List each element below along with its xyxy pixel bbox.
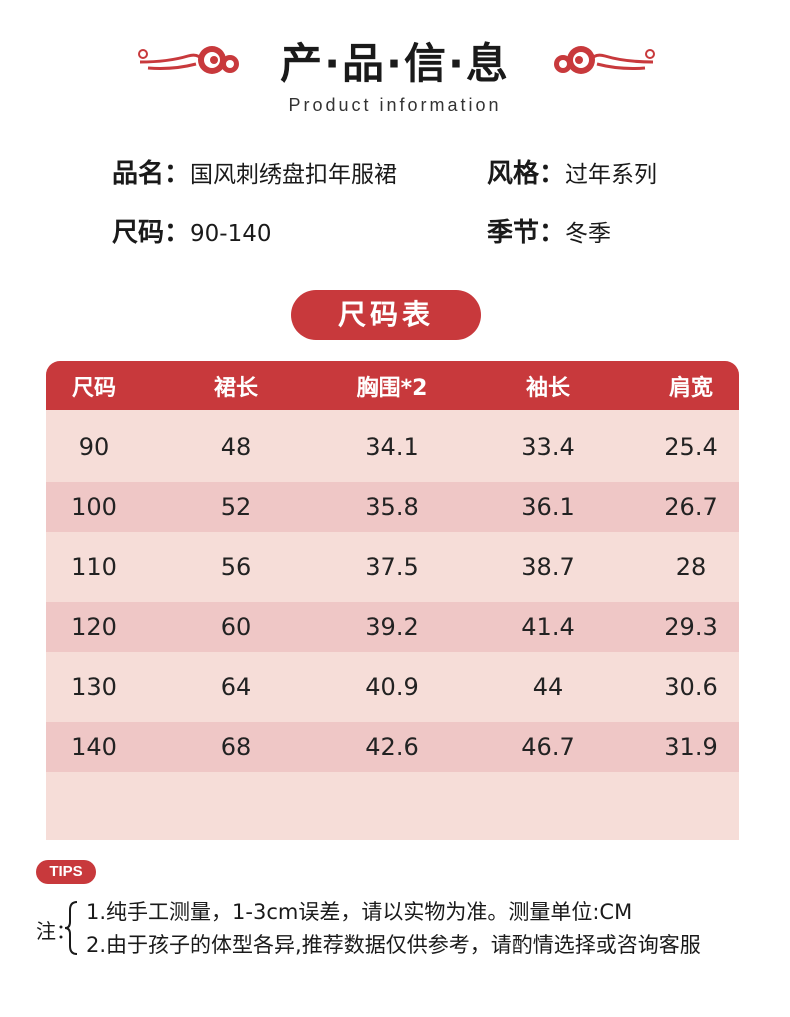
table-cell: 64 bbox=[220, 673, 252, 701]
info-name-value: 国风刺绣盘扣年服裙 bbox=[190, 162, 398, 188]
header-size: 尺码 bbox=[71, 375, 116, 401]
header-sleeve-length: 袖长 bbox=[525, 375, 570, 401]
table-cell: 48 bbox=[220, 433, 252, 461]
table-cell: 60 bbox=[220, 613, 252, 641]
table-cell: 56 bbox=[220, 553, 252, 581]
tip-line-2: 2.由于孩子的体型各异,推荐数据仅供参考，请酌情选择或咨询客服 bbox=[86, 933, 701, 957]
info-name-key: 品名： bbox=[112, 159, 191, 189]
info-season-value: 冬季 bbox=[565, 221, 612, 247]
cloud-ornament-right-icon bbox=[554, 46, 655, 74]
table-cell: 100 bbox=[71, 493, 117, 521]
table-cell: 41.4 bbox=[521, 613, 575, 641]
table-cell: 90 bbox=[78, 433, 110, 461]
table-cell: 34.1 bbox=[365, 433, 419, 461]
info-style: 风格：过年系列 bbox=[487, 153, 657, 190]
table-cell: 44 bbox=[532, 673, 564, 701]
table-cell: 29.3 bbox=[664, 613, 718, 641]
table-cell: 40.9 bbox=[365, 673, 419, 701]
table-cell: 37.5 bbox=[365, 553, 419, 581]
table-row: 140 68 42.6 46.7 31.9 bbox=[46, 722, 739, 772]
table-cell: 110 bbox=[71, 553, 117, 581]
table-cell: 52 bbox=[220, 493, 252, 521]
table-header-row: 尺码 裙长 胸围*2 袖长 肩宽 bbox=[46, 361, 739, 410]
table-cell: 30.6 bbox=[664, 673, 718, 701]
info-style-value: 过年系列 bbox=[565, 162, 658, 188]
table-cell: 36.1 bbox=[521, 493, 575, 521]
table-cell: 25.4 bbox=[664, 433, 718, 461]
table-cell: 35.8 bbox=[365, 493, 419, 521]
table-cell: 120 bbox=[71, 613, 117, 641]
table-cell: 46.7 bbox=[521, 733, 575, 761]
info-size-key: 尺码： bbox=[112, 218, 191, 248]
table-cell: 68 bbox=[220, 733, 252, 761]
header-shoulder-width: 肩宽 bbox=[668, 375, 713, 401]
table-row: 90 48 34.1 33.4 25.4 bbox=[46, 422, 739, 472]
table-row: 120 60 39.2 41.4 29.3 bbox=[46, 602, 739, 652]
curly-brace-icon bbox=[64, 901, 78, 955]
cloud-ornament-left-icon bbox=[138, 46, 239, 74]
info-size: 尺码：90-140 bbox=[112, 212, 271, 249]
header-skirt-length: 裙长 bbox=[213, 375, 258, 401]
table-cell: 39.2 bbox=[365, 613, 419, 641]
table-cell: 42.6 bbox=[365, 733, 419, 761]
table-cell: 26.7 bbox=[664, 493, 718, 521]
info-name: 品名：国风刺绣盘扣年服裙 bbox=[112, 153, 397, 190]
table-cell: 28 bbox=[675, 553, 707, 581]
table-cell: 130 bbox=[71, 673, 117, 701]
table-row: 130 64 40.9 44 30.6 bbox=[46, 662, 739, 712]
table-row: 100 52 35.8 36.1 26.7 bbox=[46, 482, 739, 532]
info-season-key: 季节： bbox=[487, 218, 566, 248]
info-style-key: 风格： bbox=[487, 159, 566, 189]
page-title: 产·品·信·息 bbox=[280, 39, 510, 88]
size-chart-title: 尺码表 bbox=[291, 290, 481, 340]
tips-badge: TIPS bbox=[36, 860, 96, 884]
size-table: 尺码 裙长 胸围*2 袖长 肩宽 90 48 34.1 33.4 25.4 10… bbox=[46, 361, 739, 840]
table-cell: 33.4 bbox=[521, 433, 575, 461]
table-row: 110 56 37.5 38.7 28 bbox=[46, 542, 739, 592]
table-cell: 38.7 bbox=[521, 553, 575, 581]
page-subtitle: Product information bbox=[288, 95, 502, 115]
info-season: 季节：冬季 bbox=[487, 212, 611, 249]
tip-line-1: 1.纯手工测量，1-3cm误差，请以实物为准。测量单位:CM bbox=[86, 900, 633, 924]
info-size-value: 90-140 bbox=[190, 221, 272, 247]
table-cell: 31.9 bbox=[664, 733, 718, 761]
header-chest: 胸围*2 bbox=[356, 375, 428, 401]
table-cell: 140 bbox=[71, 733, 117, 761]
